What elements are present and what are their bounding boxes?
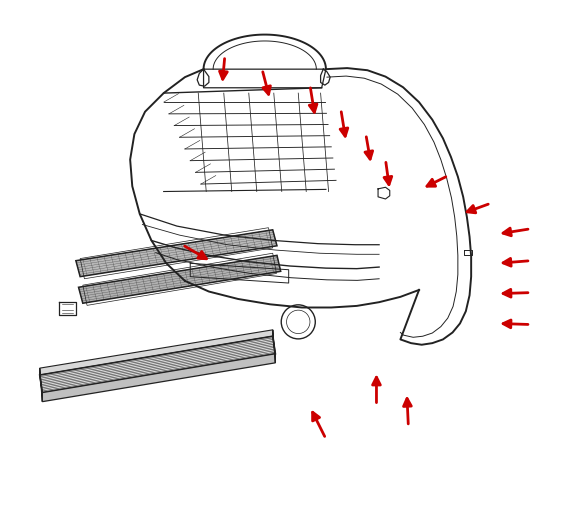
Polygon shape (76, 230, 277, 277)
Polygon shape (40, 368, 42, 402)
Polygon shape (42, 354, 275, 402)
Polygon shape (40, 330, 273, 375)
Polygon shape (273, 330, 275, 363)
Polygon shape (79, 255, 280, 303)
Polygon shape (40, 336, 275, 393)
